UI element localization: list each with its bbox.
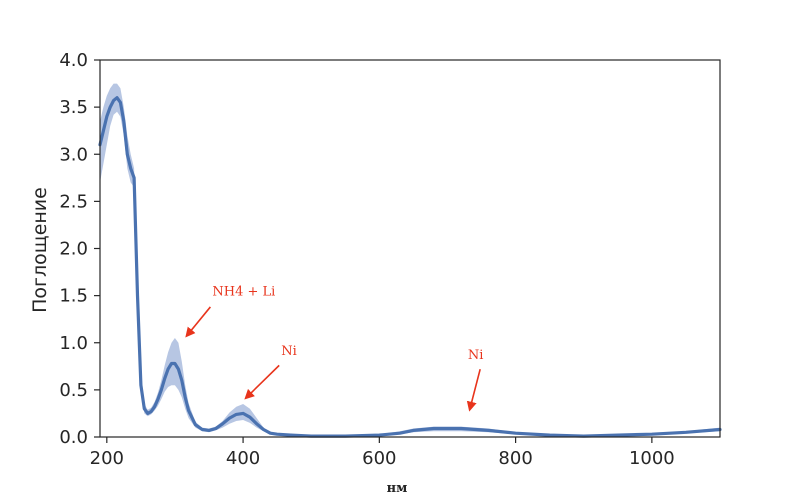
annotation-arrow — [466, 368, 481, 412]
series-line-layer — [98, 96, 722, 438]
y-tick-label: 0.5 — [59, 380, 88, 401]
y-tick-label: 0.0 — [59, 427, 88, 448]
y-tick-label: 3.5 — [59, 97, 88, 118]
annotation-arrow — [244, 364, 280, 400]
x-tick-label: 400 — [226, 448, 260, 469]
y-tick-label: 1.5 — [59, 286, 88, 307]
y-tick-label: 1.0 — [59, 333, 88, 354]
series-line-0 — [98, 96, 722, 438]
annotations: NH4 + Li Ni Ni — [185, 285, 484, 412]
x-axis-label: нм — [387, 481, 408, 496]
y-tick-label: 4.0 — [59, 50, 88, 71]
annotation-label: Ni — [281, 344, 297, 359]
annotation-label: Ni — [468, 348, 484, 363]
x-tick-label: 800 — [498, 448, 532, 469]
confidence-band-0 — [100, 83, 720, 437]
annotation-arrow — [185, 306, 211, 338]
confidence-band-layer — [100, 83, 720, 437]
y-tick-label: 2.5 — [59, 191, 88, 212]
y-axis-ticks: 0.0 0.5 1.0 1.5 2.0 2.5 3.0 3.5 4.0 — [59, 50, 100, 448]
y-tick-label: 3.0 — [59, 144, 88, 165]
y-tick-label: 2.0 — [59, 239, 88, 260]
x-axis-ticks: 200 400 600 800 1000 — [90, 437, 675, 469]
x-tick-label: 1000 — [629, 448, 675, 469]
x-tick-label: 600 — [362, 448, 396, 469]
plot-frame — [99, 59, 721, 438]
x-tick-label: 200 — [90, 448, 124, 469]
annotation-label: NH4 + Li — [212, 285, 275, 300]
y-axis-label: Поглощение — [29, 187, 51, 313]
